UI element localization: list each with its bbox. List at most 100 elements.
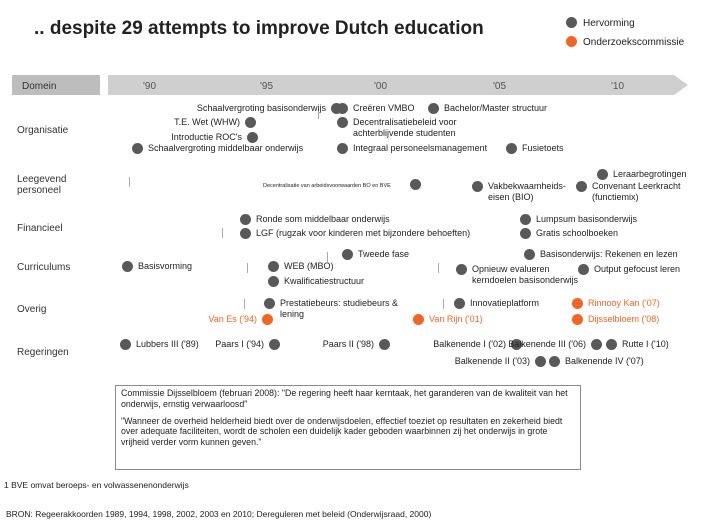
event-personeelsmanagement: Integraal personeelsmanagement: [337, 143, 487, 154]
event-label: Balkenende II ('03): [454, 356, 530, 366]
event-basisonderwijs-rekenen: Basisonderwijs: Rekenen en lezen: [524, 249, 678, 260]
event-label: Prestatiebeurs: studiebeurs & lening: [280, 298, 399, 319]
event-label: Introductie ROC's: [171, 132, 242, 142]
event-fusietoets: Fusietoets: [506, 143, 564, 154]
tick-mark: [443, 299, 444, 309]
source-note: BRON: Regeerakkoorden 1989, 1994, 1998, …: [6, 509, 432, 519]
grey-dot-icon: [410, 179, 421, 190]
event-label: Schaalvergroting basisonderwijs: [196, 103, 326, 113]
tick-mark: [244, 299, 245, 309]
grey-dot-icon: [269, 339, 280, 350]
grey-dot-icon: [268, 261, 279, 272]
event-label: Leraarbegrotingen: [613, 169, 687, 179]
event-balkenende3: Balkenende III ('06): [508, 339, 602, 350]
event-label: Tweede fase: [358, 249, 410, 259]
grey-dot-icon: [268, 276, 279, 287]
footnote: 1 BVE omvat beroeps- en volwassenenonder…: [4, 480, 189, 490]
grey-dot-icon: [578, 264, 589, 275]
event-label: Paars II ('98): [322, 339, 374, 349]
event-label: T.E. Wet (WHW): [174, 117, 240, 127]
event-label: Balkenende IV ('07): [565, 356, 644, 366]
grey-dot-icon: [506, 143, 517, 154]
domain-header: Domein: [22, 81, 57, 92]
event-decentralisatie: Decentralisatiebeleid voor achterblijven…: [337, 117, 507, 138]
grey-dot-icon: [520, 228, 531, 239]
event-label: Output gefocust leren: [594, 264, 681, 274]
year-label: '10: [611, 81, 625, 92]
event-label: WEB (MBO): [284, 261, 334, 271]
event-label: Dijsselbloem ('08): [588, 314, 660, 324]
tick-mark: [438, 263, 439, 273]
event-ronde-som: Ronde som middelbaar onderwijs: [240, 214, 390, 225]
grey-dot-icon: [454, 298, 465, 309]
grey-dot-icon: [597, 169, 608, 180]
tick-mark: [327, 252, 328, 262]
grey-dot-icon: [240, 214, 251, 225]
grey-dot-icon: [472, 181, 483, 192]
grey-dot-icon: [331, 103, 342, 114]
orange-dot-icon: [566, 36, 577, 47]
orange-dot-icon: [413, 314, 424, 325]
grey-dot-icon: [566, 17, 577, 28]
grey-dot-icon: [606, 339, 617, 350]
event-lerarbegroting: Leraarbegrotingen: [597, 169, 687, 180]
event-balkenende2: Balkenende II ('03): [455, 356, 546, 367]
grey-dot-icon: [337, 103, 348, 114]
event-lumpsum: Lumpsum basisonderwijs: [520, 214, 637, 225]
event-label: LGF (rugzak voor kinderen met bijzondere…: [256, 228, 471, 238]
grey-dot-icon: [264, 298, 275, 309]
event-label: Rinnooy Kan ('07): [588, 298, 660, 308]
event-label: Innovatieplatform: [470, 298, 540, 308]
grey-dot-icon: [379, 339, 390, 350]
event-label: Creëren VMBO: [353, 103, 415, 113]
event-output: Output gefocust leren: [578, 264, 690, 275]
event-label: Balkenende I ('02): [433, 339, 506, 349]
page-title: .. despite 29 attempts to improve Dutch …: [34, 18, 484, 39]
event-label: Decentralisatie van arbeidsvoorwaarden B…: [263, 183, 391, 189]
event-rutte: Rutte I ('10): [606, 339, 669, 350]
year-label: '95: [260, 81, 274, 92]
grey-dot-icon: [122, 261, 133, 272]
event-roc: Introductie ROC's: [171, 132, 258, 143]
event-decentralisatie-arbeid: Decentralisatie van arbeidsvoorwaarden B…: [263, 179, 421, 190]
event-opnieuw: Opnieuw evalueren kerndoelen basisonderw…: [456, 264, 584, 285]
year-label: '90: [143, 81, 157, 92]
event-lgf: LGF (rugzak voor kinderen met bijzondere…: [240, 228, 470, 239]
event-label: Lumpsum basisonderwijs: [536, 214, 638, 224]
event-vmbo: Creëren VMBO: [337, 103, 415, 114]
event-label: Opnieuw evalueren kerndoelen basisonderw…: [472, 264, 579, 285]
legend-label: Hervorming: [583, 18, 635, 29]
event-label: Kwalificatiestructuur: [284, 276, 365, 286]
tick-mark: [222, 228, 223, 238]
event-rinnooy: Rinnooy Kan ('07): [572, 298, 660, 309]
event-kwalificatie: Kwalificatiestructuur: [268, 276, 364, 287]
orange-dot-icon: [572, 298, 583, 309]
lane-personeel: Leegevend personeel: [17, 174, 67, 196]
event-paars1: Paars I ('94): [215, 339, 280, 350]
event-vakbekwaamheid: Vakbekwaamheids-eisen (BIO): [472, 181, 584, 202]
grey-dot-icon: [342, 249, 353, 260]
tick-mark: [247, 263, 248, 273]
tick-mark: [129, 177, 130, 187]
grey-dot-icon: [520, 214, 531, 225]
quote-box: Commissie Dijsselbloem (februari 2008): …: [115, 385, 581, 470]
year-label: '05: [493, 81, 507, 92]
event-label: Decentralisatiebeleid voor achterblijven…: [353, 117, 457, 138]
event-label: Gratis schoolboeken: [536, 228, 619, 238]
event-balkenende4: Balkenende IV ('07): [549, 356, 644, 367]
event-label: Basisvorming: [138, 261, 193, 271]
event-van-es: Van Es ('94): [208, 314, 273, 325]
event-gratis: Gratis schoolboeken: [520, 228, 618, 239]
event-balkenende1: Balkenende I ('02): [433, 339, 522, 350]
event-lubbers: Lubbers III ('89): [120, 339, 199, 350]
grey-dot-icon: [132, 143, 143, 154]
event-dijsselbloem: Dijsselbloem ('08): [572, 314, 659, 325]
lane-overig: Overig: [17, 304, 47, 315]
orange-dot-icon: [572, 314, 583, 325]
event-paars2: Paars II ('98): [323, 339, 390, 350]
event-basisvorming: Basisvorming: [122, 261, 192, 272]
grey-dot-icon: [535, 356, 546, 367]
grey-dot-icon: [549, 356, 560, 367]
grey-dot-icon: [245, 117, 256, 128]
grey-dot-icon: [120, 339, 131, 350]
